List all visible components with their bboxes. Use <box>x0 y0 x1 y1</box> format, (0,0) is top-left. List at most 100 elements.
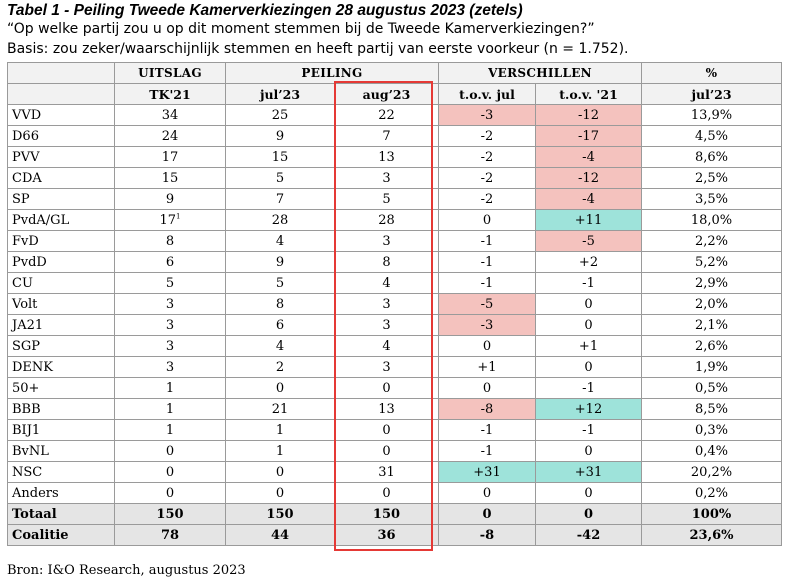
tk21-cell: 17 <box>114 146 226 168</box>
table-row: SP 9 7 5 -2 -4 3,5% <box>7 188 783 210</box>
pct-cell: 4,5% <box>641 125 783 147</box>
survey-question: “Op welke partij zou u op dit moment ste… <box>7 21 595 37</box>
aug23-cell: 0 <box>334 440 439 462</box>
diff-21-cell: -17 <box>534 125 643 147</box>
aug23-cell: 3 <box>334 356 439 378</box>
table-row: PVV 17 15 13 -2 -4 8,6% <box>7 146 783 168</box>
group-header-percent: % <box>641 62 783 84</box>
table-row: Anders 0 0 0 0 0 0,2% <box>7 482 783 504</box>
table-body: VVD 34 25 22 -3 -12 13,9% D66 24 9 7 -2 -17 4,5% PVV 17… <box>7 104 783 546</box>
diff-21-cell: 0 <box>534 440 643 462</box>
diff-jul-cell: -5 <box>438 293 536 315</box>
coalition-row: Coalitie 78 44 36 -8 -42 23,6% <box>7 524 783 546</box>
diff-21-cell: 0 <box>534 314 643 336</box>
party-cell: SGP <box>7 335 115 357</box>
diff-jul-cell: -1 <box>438 440 536 462</box>
tk21-cell: 3 <box>114 335 226 357</box>
table-row: PvdA/GL 171 28 28 0 +11 18,0% <box>7 209 783 231</box>
jul23-cell: 28 <box>225 209 335 231</box>
jul23-cell: 7 <box>225 188 335 210</box>
diff-21-cell: -4 <box>534 146 643 168</box>
pct-cell: 8,5% <box>641 398 783 420</box>
tk21-cell: 6 <box>114 251 226 273</box>
party-cell: VVD <box>7 104 115 126</box>
tk21-value: 17 <box>159 212 177 228</box>
aug23-cell: 150 <box>334 503 439 525</box>
column-header-aug23: aug’23 <box>334 83 439 105</box>
pct-cell: 0,3% <box>641 419 783 441</box>
jul23-cell: 5 <box>225 167 335 189</box>
aug23-cell: 4 <box>334 335 439 357</box>
pct-cell: 18,0% <box>641 209 783 231</box>
aug23-cell: 13 <box>334 146 439 168</box>
diff-jul-cell: -2 <box>438 146 536 168</box>
tk21-cell: 8 <box>114 230 226 252</box>
aug23-cell: 3 <box>334 293 439 315</box>
pct-cell: 2,1% <box>641 314 783 336</box>
party-cell: Anders <box>7 482 115 504</box>
pct-cell: 13,9% <box>641 104 783 126</box>
table-row: JA21 3 6 3 -3 0 2,1% <box>7 314 783 336</box>
jul23-cell: 1 <box>225 419 335 441</box>
tk21-cell: 5 <box>114 272 226 294</box>
aug23-cell: 3 <box>334 314 439 336</box>
party-cell: PvdD <box>7 251 115 273</box>
table-row: PvdD 6 9 8 -1 +2 5,2% <box>7 251 783 273</box>
tk21-cell: 171 <box>114 209 226 231</box>
jul23-cell: 0 <box>225 461 335 483</box>
table-row: BvNL 0 1 0 -1 0 0,4% <box>7 440 783 462</box>
aug23-cell: 13 <box>334 398 439 420</box>
column-header-tk21: TK'21 <box>114 83 226 105</box>
table-title: Tabel 1 - Peiling Tweede Kamerverkiezing… <box>7 2 523 19</box>
poll-table: UITSLAG PEILING VERSCHILLEN % TK'21 jul’… <box>7 62 783 546</box>
diff-jul-cell: -2 <box>438 125 536 147</box>
table-row: SGP 3 4 4 0 +1 2,6% <box>7 335 783 357</box>
diff-21-cell: -12 <box>534 167 643 189</box>
tk21-cell: 150 <box>114 503 226 525</box>
column-header-party <box>7 83 115 105</box>
aug23-cell: 28 <box>334 209 439 231</box>
aug23-cell: 31 <box>334 461 439 483</box>
source-note: Bron: I&O Research, augustus 2023 <box>7 563 246 578</box>
diff-21-cell: -1 <box>534 272 643 294</box>
survey-basis: Basis: zou zeker/waarschijnlijk stemmen … <box>7 41 629 57</box>
diff-jul-cell: 0 <box>438 377 536 399</box>
column-header-diff-jul: t.o.v. jul <box>438 83 536 105</box>
table-row: DENK 3 2 3 +1 0 1,9% <box>7 356 783 378</box>
jul23-cell: 150 <box>225 503 335 525</box>
table-row: BIJ1 1 1 0 -1 -1 0,3% <box>7 419 783 441</box>
diff-jul-cell: -1 <box>438 251 536 273</box>
jul23-cell: 21 <box>225 398 335 420</box>
group-header-verschillen: VERSCHILLEN <box>437 62 643 84</box>
party-cell: SP <box>7 188 115 210</box>
tk21-cell: 15 <box>114 167 226 189</box>
jul23-cell: 9 <box>225 125 335 147</box>
diff-21-cell: -1 <box>534 377 643 399</box>
tk21-cell: 3 <box>114 356 226 378</box>
diff-21-cell: -12 <box>534 104 643 126</box>
tk21-cell: 1 <box>114 419 226 441</box>
diff-jul-cell: 0 <box>438 209 536 231</box>
jul23-cell: 1 <box>225 440 335 462</box>
party-cell: BIJ1 <box>7 419 115 441</box>
diff-jul-cell: +1 <box>438 356 536 378</box>
footnote-marker: 1 <box>176 212 181 221</box>
diff-21-cell: 0 <box>534 293 643 315</box>
pct-cell: 100% <box>641 503 783 525</box>
diff-jul-cell: -1 <box>438 419 536 441</box>
jul23-cell: 4 <box>225 230 335 252</box>
party-cell: DENK <box>7 356 115 378</box>
diff-jul-cell: 0 <box>438 503 536 525</box>
column-header-row: TK'21 jul’23 aug’23 t.o.v. jul t.o.v. '2… <box>7 83 783 105</box>
party-cell: JA21 <box>7 314 115 336</box>
group-header-uitslag: UITSLAG <box>114 62 226 84</box>
jul23-cell: 4 <box>225 335 335 357</box>
pct-cell: 23,6% <box>641 524 783 546</box>
pct-cell: 0,5% <box>641 377 783 399</box>
diff-21-cell: -1 <box>534 419 643 441</box>
aug23-cell: 0 <box>334 482 439 504</box>
jul23-cell: 8 <box>225 293 335 315</box>
diff-21-cell: 0 <box>534 356 643 378</box>
group-header-row: UITSLAG PEILING VERSCHILLEN % <box>7 62 783 84</box>
diff-jul-cell: -8 <box>438 398 536 420</box>
